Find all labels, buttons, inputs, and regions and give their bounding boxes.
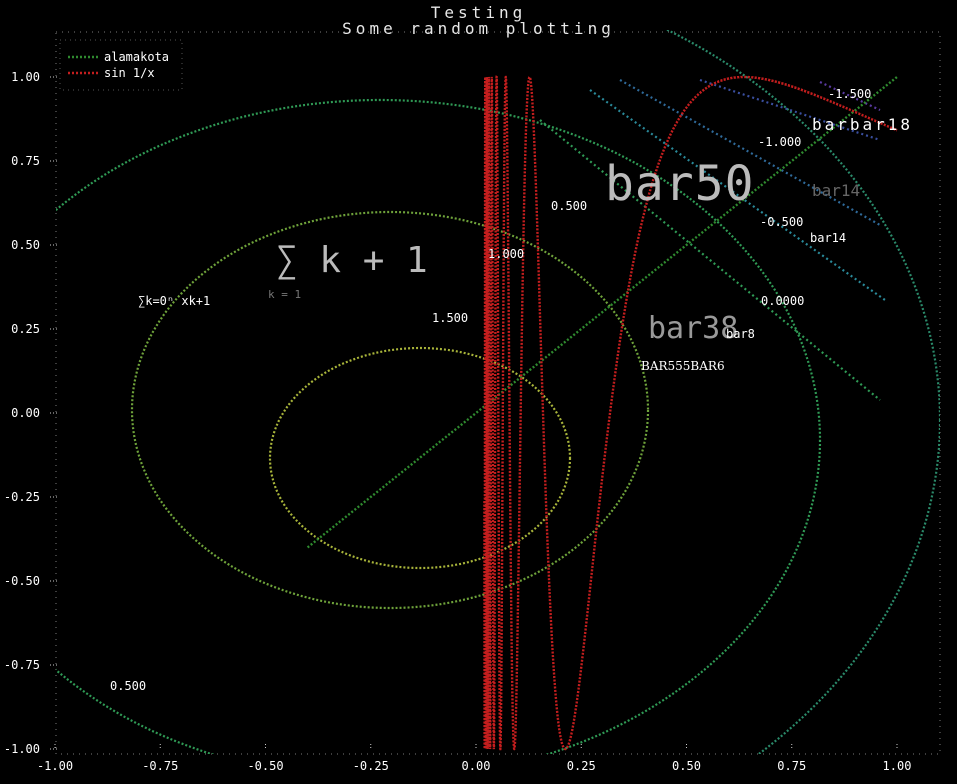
- plot-frame: [55, 31, 941, 755]
- contour-line: [589, 89, 886, 301]
- contour-line: [539, 119, 881, 401]
- y-tick-label: 1.00: [11, 70, 40, 84]
- y-tick-label: -1.00: [4, 742, 40, 756]
- annotation-faint: bar14: [812, 181, 860, 200]
- y-tick-label: -0.75: [4, 658, 40, 672]
- annotation-sum-small: ∑k=0ⁿ xk+1: [138, 294, 210, 308]
- contour-label: 1.000: [488, 247, 524, 261]
- axis-layer: -1.00 -0.75 -0.50 -0.25 0.00 0.25 0.50 0.75 1.00…: [4, 70, 912, 773]
- x-tick-label: 0.75: [777, 759, 806, 773]
- series-layer: [306, 75, 898, 751]
- x-tick-label: -0.75: [142, 759, 178, 773]
- x-tick-label: 0.00: [462, 759, 491, 773]
- y-tick-label: -0.50: [4, 574, 40, 588]
- contour-label: 1.500: [432, 311, 468, 325]
- contour-line: [819, 81, 881, 111]
- x-tick-label: -1.00: [37, 759, 73, 773]
- annotation-barbar18: barbar18: [812, 115, 913, 134]
- contour-line: [699, 78, 881, 142]
- annotation-sum-big: ∑ k + 1: [276, 240, 428, 281]
- x-tick-label: 0.50: [672, 759, 701, 773]
- annotation-bar50: bar50: [605, 156, 755, 212]
- contour-label: 0.0000: [761, 294, 804, 308]
- y-tick-label: 0.25: [11, 322, 40, 336]
- contour-label: 0.500: [551, 199, 587, 213]
- x-tick-label: -0.50: [247, 759, 283, 773]
- annotation-layer: 1.500 1.000 0.500 0.500 0.0000 -0.500 -1.000 -1…: [110, 87, 913, 693]
- y-tick-label: 0.00: [11, 406, 40, 420]
- contour-label: -1.500: [828, 87, 871, 101]
- x-tick-label: 0.25: [567, 759, 596, 773]
- series-sin-line: [483, 75, 898, 751]
- series-alamakota-line: [306, 76, 898, 549]
- contour-line: [130, 210, 650, 610]
- annotation-sum-big-below: k = 1: [268, 288, 301, 301]
- legend-frame: [59, 39, 183, 91]
- chart-title: Testing: [430, 3, 527, 22]
- x-tick-label: 1.00: [883, 759, 912, 773]
- y-tick-label: 0.75: [11, 154, 40, 168]
- contour-line: [268, 346, 572, 570]
- annotation-bar38: bar38: [648, 311, 738, 346]
- legend: alamakota sin 1/x: [59, 39, 183, 91]
- x-tick-label: -0.25: [353, 759, 389, 773]
- contour-label: -1.000: [758, 135, 801, 149]
- chart-subtitle: Some random plotting: [342, 19, 615, 38]
- contour-label: 0.500: [110, 679, 146, 693]
- annotation-bar555bar6: BAR555BAR6: [641, 359, 725, 373]
- contour-label: -0.500: [760, 215, 803, 229]
- annotation-bar14: bar14: [810, 231, 846, 245]
- legend-label: alamakota: [104, 50, 169, 64]
- legend-label: sin 1/x: [104, 66, 155, 80]
- annotation-bar8: bar8: [726, 327, 755, 341]
- y-tick-label: -0.25: [4, 490, 40, 504]
- y-tick-label: 0.50: [11, 238, 40, 252]
- contour-line: [56, 99, 821, 754]
